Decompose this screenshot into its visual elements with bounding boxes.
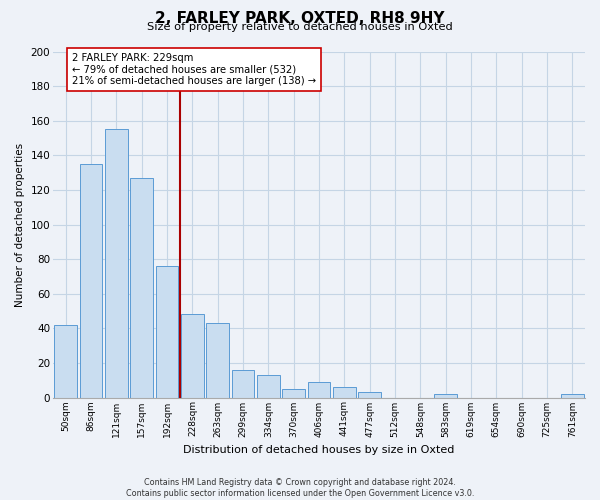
Bar	[130, 178, 153, 398]
Bar	[206, 323, 229, 398]
Bar	[358, 392, 381, 398]
Bar	[232, 370, 254, 398]
Bar	[561, 394, 584, 398]
Bar	[80, 164, 103, 398]
Text: 2 FARLEY PARK: 229sqm
← 79% of detached houses are smaller (532)
21% of semi-det: 2 FARLEY PARK: 229sqm ← 79% of detached …	[72, 53, 316, 86]
Text: Contains HM Land Registry data © Crown copyright and database right 2024.
Contai: Contains HM Land Registry data © Crown c…	[126, 478, 474, 498]
Bar	[105, 130, 128, 398]
Bar	[333, 387, 356, 398]
Y-axis label: Number of detached properties: Number of detached properties	[15, 142, 25, 306]
Bar	[181, 314, 204, 398]
Text: Size of property relative to detached houses in Oxted: Size of property relative to detached ho…	[147, 22, 453, 32]
Bar	[283, 389, 305, 398]
Text: 2, FARLEY PARK, OXTED, RH8 9HY: 2, FARLEY PARK, OXTED, RH8 9HY	[155, 11, 445, 26]
Bar	[308, 382, 331, 398]
X-axis label: Distribution of detached houses by size in Oxted: Distribution of detached houses by size …	[184, 445, 455, 455]
Bar	[257, 375, 280, 398]
Bar	[434, 394, 457, 398]
Bar	[55, 325, 77, 398]
Bar	[155, 266, 178, 398]
